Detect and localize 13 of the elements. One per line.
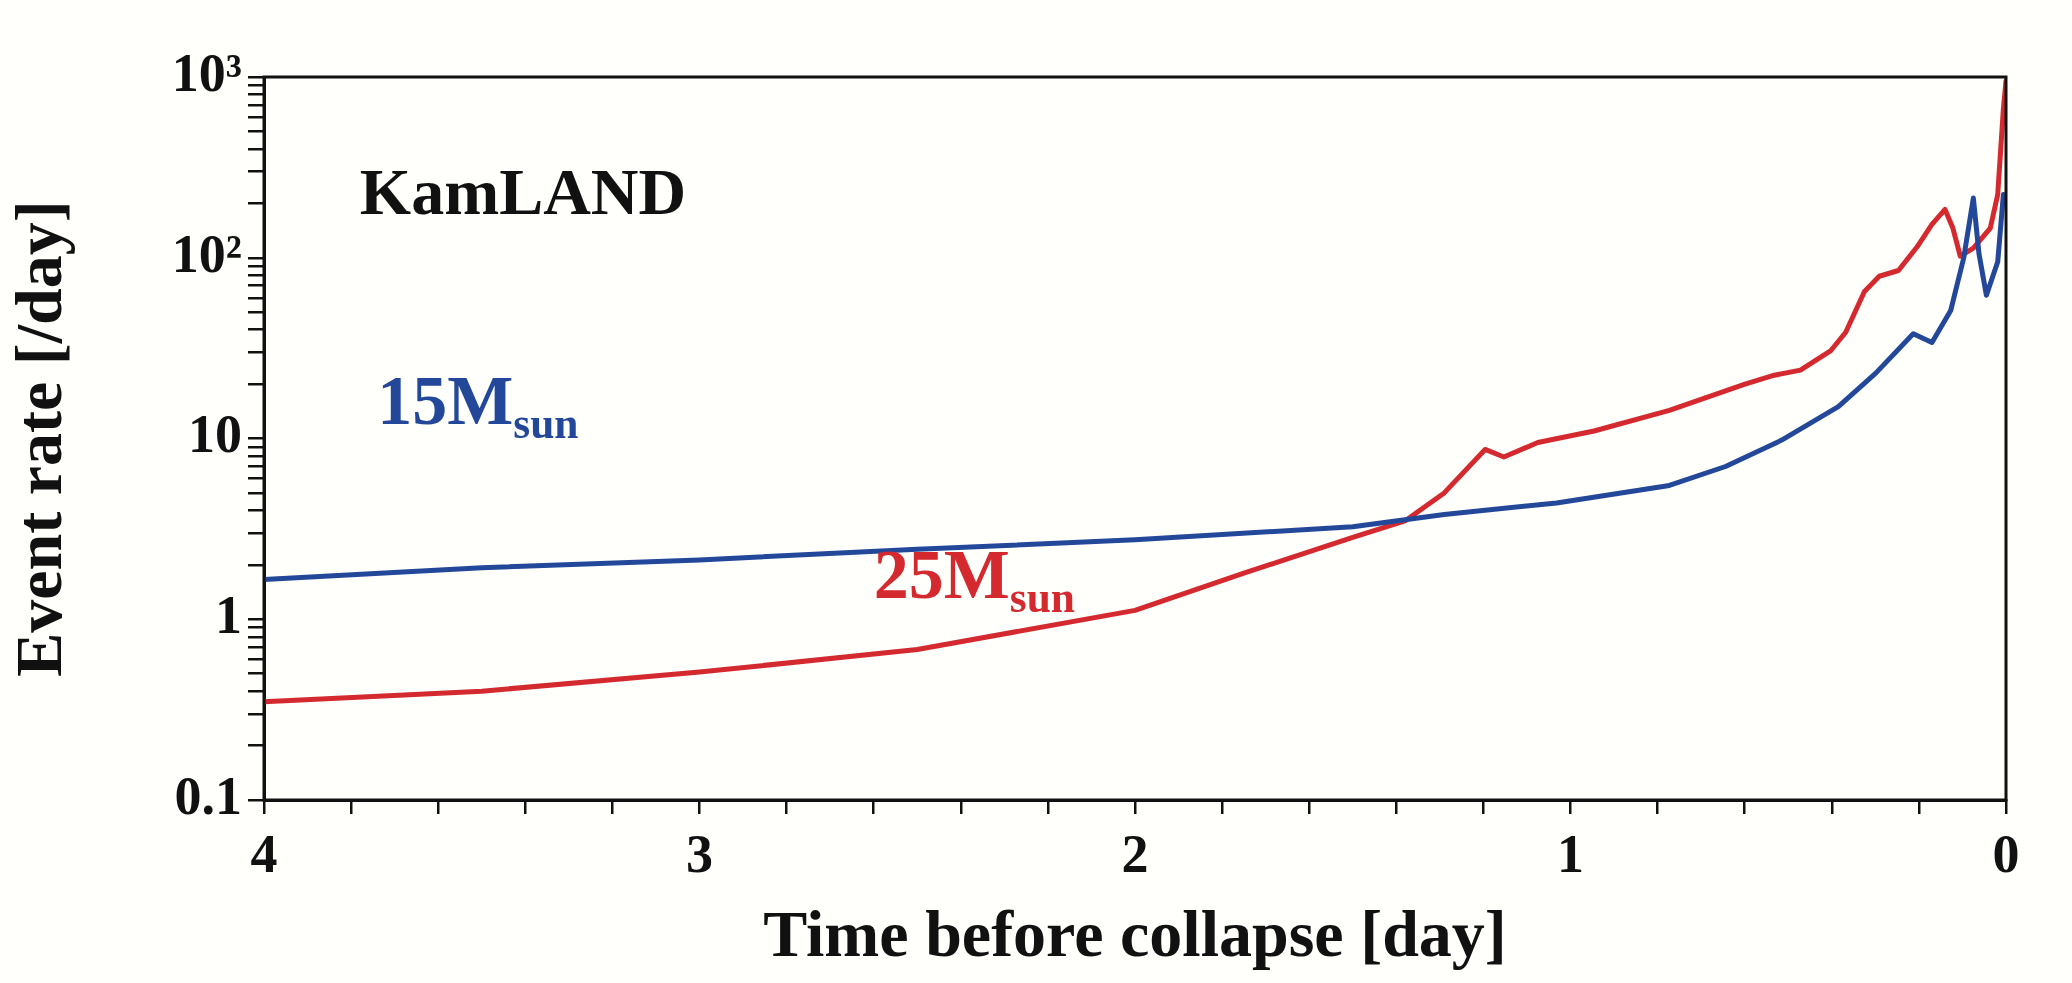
y-tick-label: 10 (188, 404, 242, 465)
y-tick-label: 10³ (171, 42, 242, 103)
y-tick-label: 10² (171, 223, 242, 284)
x-tick-label: 4 (250, 824, 278, 885)
x-tick-label: 1 (1557, 824, 1584, 885)
x-tick-label: 3 (686, 824, 713, 885)
x-tick-label: 2 (1121, 824, 1149, 885)
y-axis-title: Event rate [/day] (1, 200, 75, 677)
y-tick-label: 0.1 (174, 765, 242, 826)
x-tick-label: 0 (1992, 824, 2020, 885)
x-axis-title: Time before collapse [day] (763, 897, 1507, 971)
y-tick-label: 1 (215, 585, 242, 646)
annotation: KamLAND (359, 155, 687, 229)
